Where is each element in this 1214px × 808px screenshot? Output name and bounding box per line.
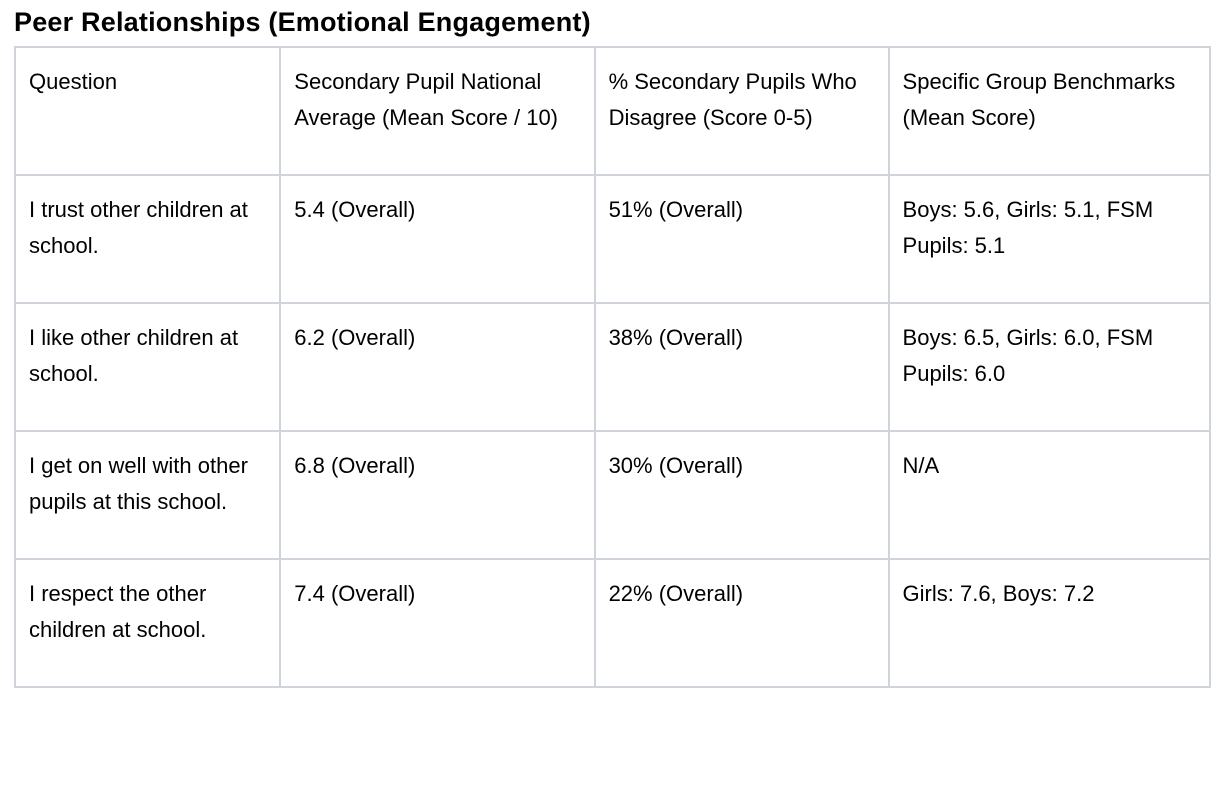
national-average-cell: 5.4 (Overall) <box>279 174 596 305</box>
table-row: I get on well with other pupils at this … <box>13 430 1212 561</box>
column-header-national-average: Secondary Pupil National Average (Mean S… <box>279 46 596 177</box>
table-row: I respect the other children at school. … <box>13 558 1212 689</box>
percent-disagree-cell: 51% (Overall) <box>593 174 890 305</box>
national-average-cell: 7.4 (Overall) <box>279 558 596 689</box>
column-header-benchmarks: Specific Group Benchmarks (Mean Score) <box>887 46 1212 177</box>
national-average-cell: 6.8 (Overall) <box>279 430 596 561</box>
benchmarks-cell: Boys: 5.6, Girls: 5.1, FSM Pupils: 5.1 <box>887 174 1212 305</box>
table-row: I trust other children at school. 5.4 (O… <box>13 174 1212 305</box>
header-row: Question Secondary Pupil National Averag… <box>13 46 1212 177</box>
question-cell: I trust other children at school. <box>13 174 282 305</box>
question-cell: I get on well with other pupils at this … <box>13 430 282 561</box>
benchmarks-cell: N/A <box>887 430 1212 561</box>
column-header-percent-disagree: % Secondary Pupils Who Disagree (Score 0… <box>593 46 890 177</box>
table-row: I like other children at school. 6.2 (Ov… <box>13 302 1212 433</box>
peer-relationships-table: Question Secondary Pupil National Averag… <box>13 46 1212 689</box>
national-average-cell: 6.2 (Overall) <box>279 302 596 433</box>
question-cell: I respect the other children at school. <box>13 558 282 689</box>
page-title: Peer Relationships (Emotional Engagement… <box>14 7 591 37</box>
question-cell: I like other children at school. <box>13 302 282 433</box>
benchmarks-cell: Boys: 6.5, Girls: 6.0, FSM Pupils: 6.0 <box>887 302 1212 433</box>
column-header-question: Question <box>13 46 282 177</box>
percent-disagree-cell: 38% (Overall) <box>593 302 890 433</box>
percent-disagree-cell: 30% (Overall) <box>593 430 890 561</box>
percent-disagree-cell: 22% (Overall) <box>593 558 890 689</box>
benchmarks-cell: Girls: 7.6, Boys: 7.2 <box>887 558 1212 689</box>
